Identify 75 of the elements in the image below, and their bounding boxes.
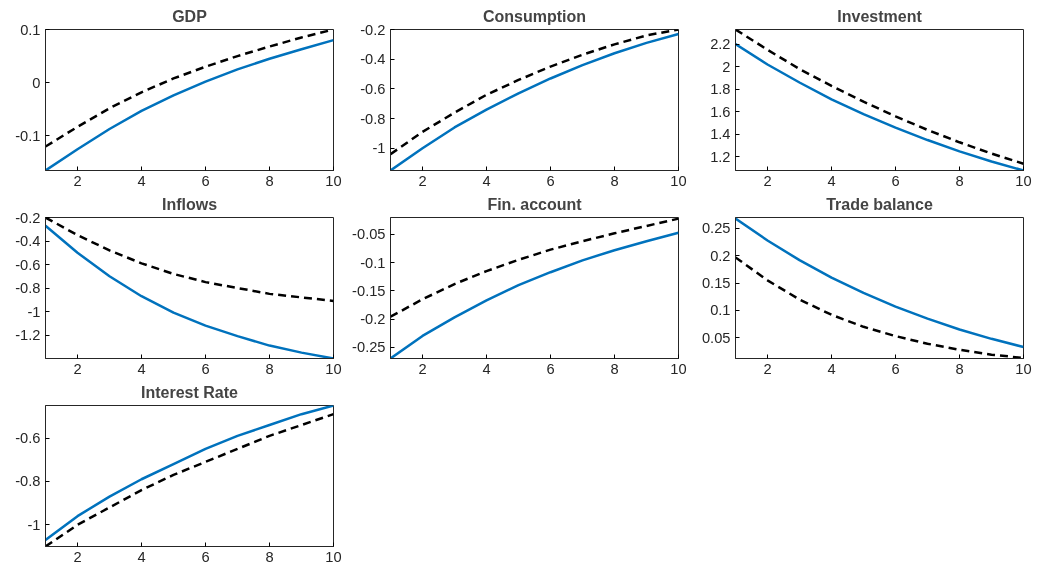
x-tick-label: 2 — [763, 360, 772, 377]
x-tick-label: 2 — [418, 172, 427, 189]
x-tick-label: 10 — [325, 172, 342, 189]
y-tick-label: 0.15 — [701, 275, 731, 292]
y-tick-label: -0.2 — [360, 311, 386, 328]
y-tick-label: -0.8 — [15, 280, 41, 296]
chart-title: Inflows — [161, 195, 218, 213]
x-tick-label: 6 — [201, 548, 210, 565]
y-tick-label: -1 — [372, 140, 386, 157]
x-tick-label: 6 — [201, 172, 210, 189]
y-tick-label: 0.05 — [701, 329, 731, 346]
x-tick-label: 4 — [137, 360, 146, 377]
y-tick-label: -1 — [27, 516, 41, 533]
y-tick-label: 2.2 — [710, 36, 731, 53]
y-tick-label: -0.6 — [15, 430, 41, 447]
x-tick-label: 2 — [73, 548, 82, 565]
y-tick-label: -1 — [27, 303, 41, 320]
y-tick-label: -0.6 — [360, 80, 386, 97]
chart-title: Fin. account — [487, 195, 583, 213]
y-tick-label: -0.8 — [15, 473, 41, 490]
y-tick-label: 0 — [32, 74, 41, 91]
x-tick-label: 2 — [763, 172, 772, 189]
x-tick-label: 10 — [1015, 360, 1032, 377]
y-tick-label: -1.2 — [15, 327, 41, 343]
y-tick-label: 0.1 — [710, 302, 731, 319]
y-tick-label: 1.4 — [710, 126, 731, 143]
chart-title: Consumption — [482, 7, 587, 25]
y-tick-label: -0.1 — [360, 254, 386, 271]
x-tick-label: 8 — [265, 172, 274, 189]
y-tick-label: -0.15 — [352, 282, 386, 299]
y-tick-label: -0.1 — [15, 127, 41, 144]
y-tick-label: 0.2 — [710, 247, 731, 264]
x-tick-label: 2 — [418, 360, 427, 377]
chart-title: GDP — [172, 7, 208, 25]
x-tick-label: 10 — [325, 548, 342, 565]
x-tick-label: 4 — [482, 172, 491, 189]
x-tick-label: 8 — [265, 548, 274, 565]
x-tick-label: 4 — [137, 172, 146, 189]
x-tick-label: 10 — [670, 360, 687, 377]
y-tick-label: -0.2 — [360, 21, 386, 38]
y-tick-label: -0.4 — [360, 51, 386, 68]
chart-title: Interest Rate — [141, 383, 239, 401]
y-tick-label: -0.2 — [15, 209, 41, 226]
x-tick-label: 10 — [325, 360, 342, 377]
x-tick-label: 6 — [546, 172, 555, 189]
x-tick-label: 8 — [955, 360, 964, 377]
chart-title: Trade balance — [826, 195, 933, 213]
x-tick-label: 8 — [610, 172, 619, 189]
y-tick-label: 1.6 — [710, 103, 731, 120]
y-tick-label: 1.8 — [710, 81, 731, 98]
x-tick-label: 4 — [827, 172, 836, 189]
x-tick-label: 2 — [73, 172, 82, 189]
x-tick-label: 6 — [546, 360, 555, 377]
x-tick-label: 8 — [955, 172, 964, 189]
x-tick-label: 6 — [201, 360, 210, 377]
y-tick-label: 0.1 — [20, 21, 41, 38]
x-tick-label: 8 — [610, 360, 619, 377]
y-tick-label: -0.8 — [360, 110, 386, 127]
chart-title: Investment — [837, 7, 923, 25]
x-tick-label: 4 — [137, 548, 146, 565]
x-tick-label: 6 — [891, 360, 900, 377]
y-tick-label: 2 — [722, 58, 731, 75]
y-tick-label: 1.2 — [710, 148, 731, 165]
y-tick-label: -0.4 — [15, 233, 41, 249]
y-tick-label: -0.6 — [15, 256, 41, 273]
x-tick-label: 10 — [1015, 172, 1032, 189]
x-tick-label: 10 — [670, 172, 687, 189]
y-tick-label: -0.05 — [352, 226, 386, 243]
y-tick-label: -0.25 — [352, 339, 386, 356]
x-tick-label: 2 — [73, 360, 82, 377]
x-tick-label: 4 — [827, 360, 836, 377]
x-tick-label: 4 — [482, 360, 491, 377]
x-tick-label: 6 — [891, 172, 900, 189]
y-tick-label: 0.25 — [701, 220, 731, 237]
x-tick-label: 8 — [265, 360, 274, 377]
